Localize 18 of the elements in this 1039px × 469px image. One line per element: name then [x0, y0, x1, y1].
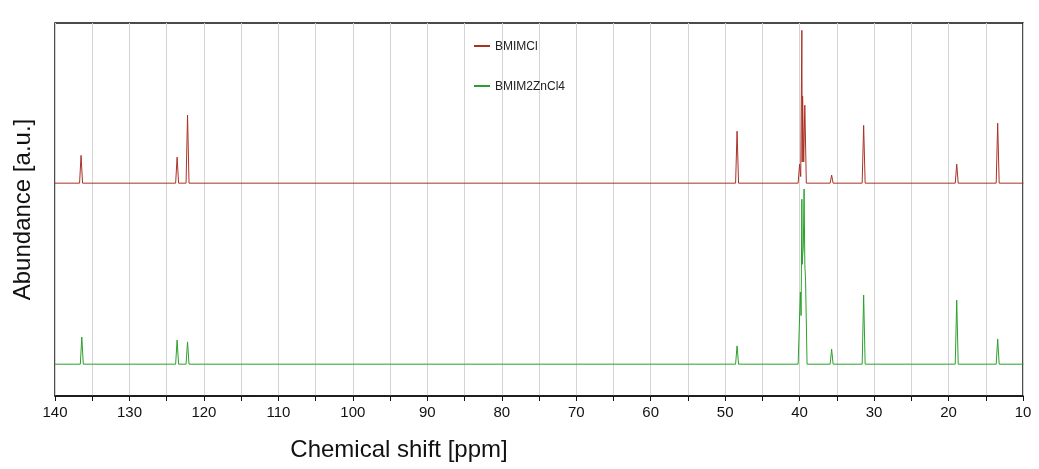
- x-tick-label: 90: [418, 403, 436, 420]
- x-tick-label: 60: [642, 403, 660, 420]
- x-tick-label: 20: [940, 403, 957, 420]
- legend-label: BMIMCl: [494, 39, 538, 53]
- x-tick-label: 100: [340, 403, 366, 420]
- x-tick-label: 10: [1014, 403, 1032, 420]
- x-tick-label: 130: [116, 403, 142, 420]
- x-tick-label: 80: [493, 403, 511, 420]
- legend-label: BMIM2ZnCl4: [494, 79, 566, 93]
- x-tick-label: 30: [865, 403, 883, 420]
- y-axis-title: Abundance [a.u.]: [7, 118, 35, 301]
- x-tick-label: 50: [716, 403, 734, 420]
- x-axis-title: Chemical shift [ppm]: [290, 434, 508, 462]
- x-tick-label: 110: [266, 403, 291, 420]
- x-tick-label: 70: [567, 403, 585, 420]
- x-tick-label: 40: [791, 403, 808, 420]
- x-tick-label: 140: [42, 403, 68, 420]
- x-tick-label: 120: [191, 403, 217, 420]
